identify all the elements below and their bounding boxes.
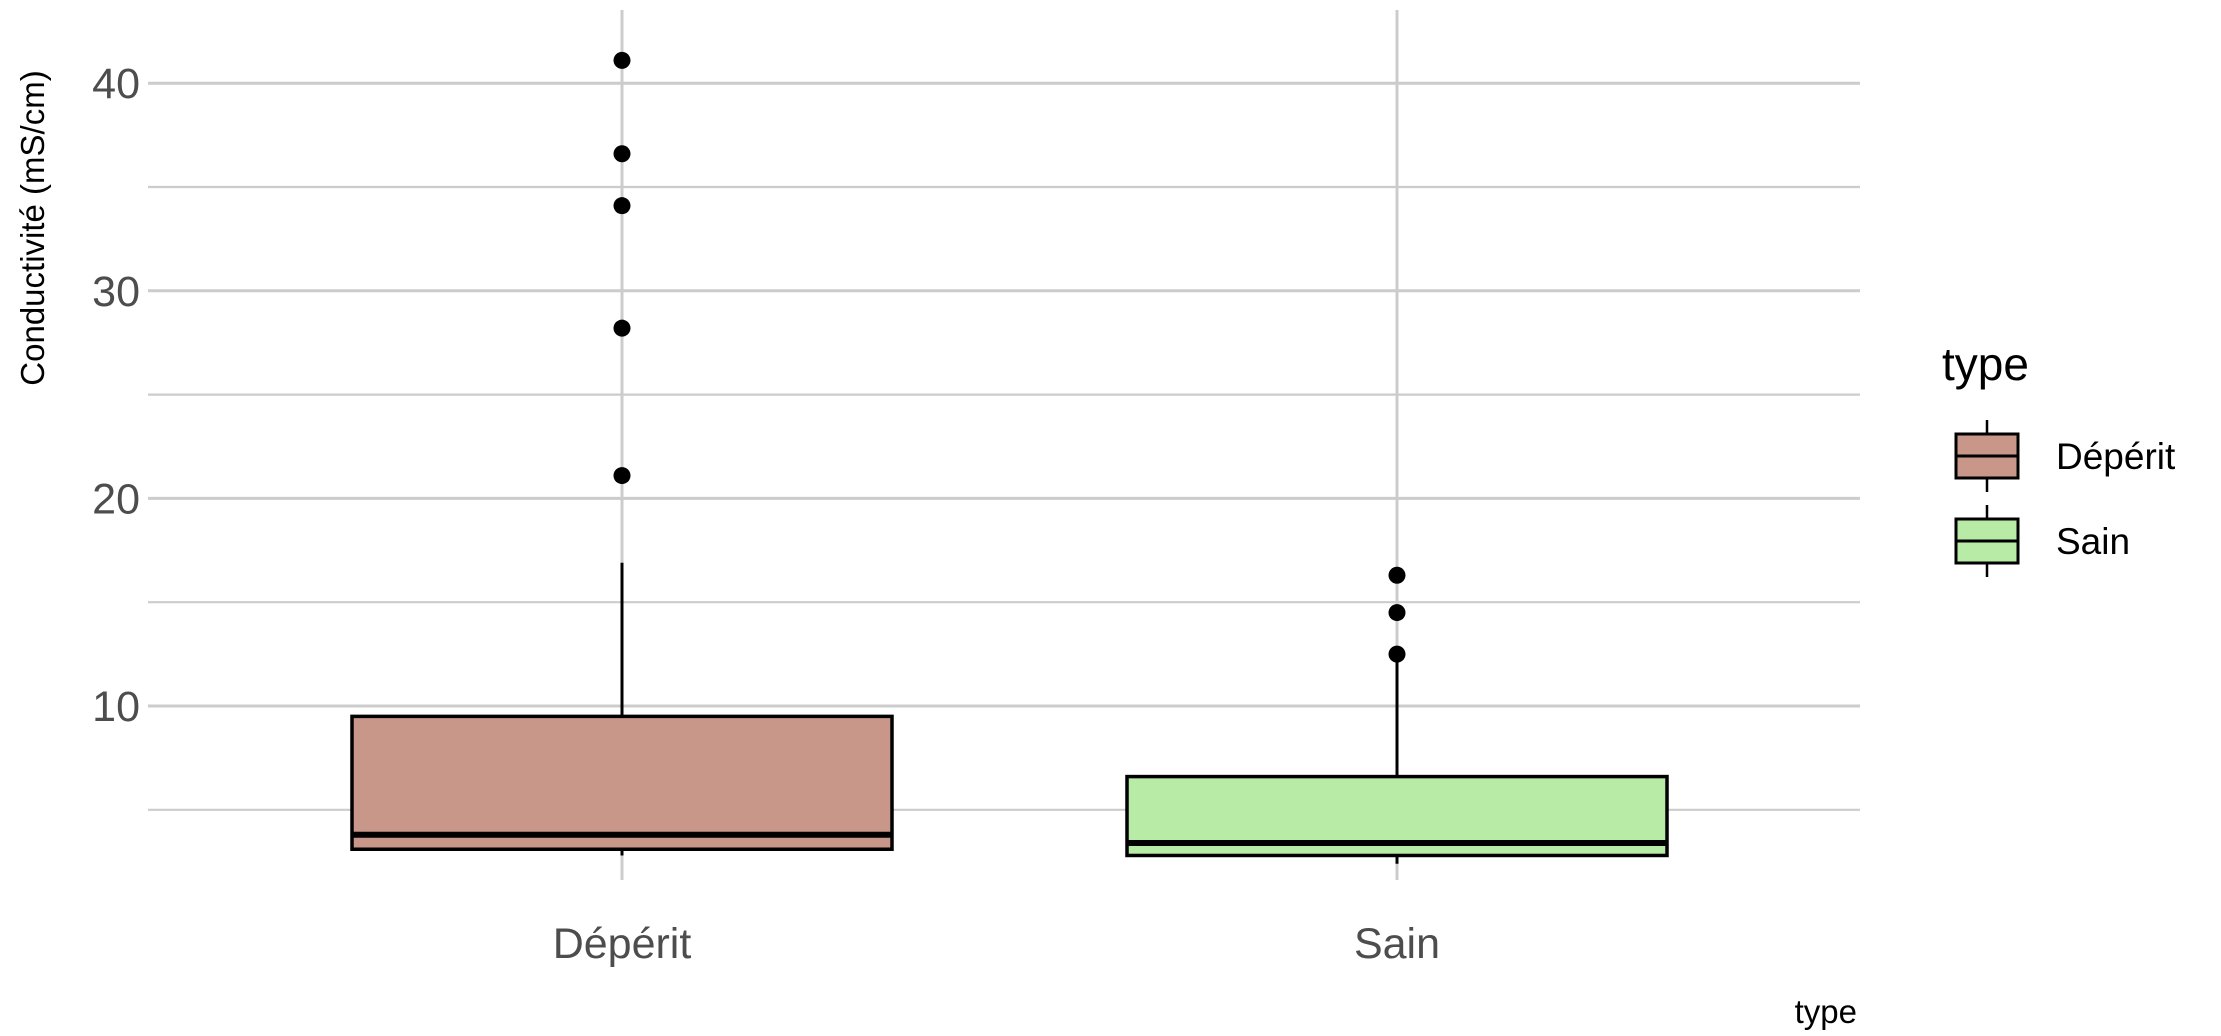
y-tick-label: 40 (92, 60, 140, 108)
outlier-point (1388, 604, 1406, 622)
legend-item: Dépérit (1954, 420, 2176, 492)
legend-label: Dépérit (2056, 436, 2176, 477)
iqr-box (350, 714, 894, 851)
outlier-point (613, 51, 631, 69)
y-axis-title: Conductivité (mS/cm) (14, 70, 51, 385)
x-axis-title: type (1795, 993, 1857, 1030)
outlier-point (1388, 645, 1406, 663)
y-tick-label: 20 (92, 475, 140, 523)
outlier-point (613, 145, 631, 163)
boxes (350, 51, 1669, 864)
box-sain (1125, 566, 1669, 864)
x-tick-label: Dépérit (553, 920, 692, 968)
legend-items: Dépérit Sain (1954, 420, 2176, 577)
outlier-point (1388, 566, 1406, 584)
y-tick-labels: 10 20 30 40 (92, 60, 140, 731)
box-deperit (350, 51, 894, 856)
y-tick-label: 10 (92, 683, 140, 731)
legend: type Dépérit Sain (1942, 338, 2176, 577)
legend-item: Sain (1954, 505, 2130, 577)
x-tick-labels: Dépérit Sain (553, 920, 1440, 968)
legend-title: type (1942, 338, 2029, 390)
y-tick-label: 30 (92, 268, 140, 316)
outlier-point (613, 197, 631, 215)
legend-label: Sain (2056, 521, 2130, 562)
outlier-point (613, 467, 631, 485)
x-tick-label: Sain (1354, 920, 1440, 968)
outlier-point (613, 319, 631, 337)
